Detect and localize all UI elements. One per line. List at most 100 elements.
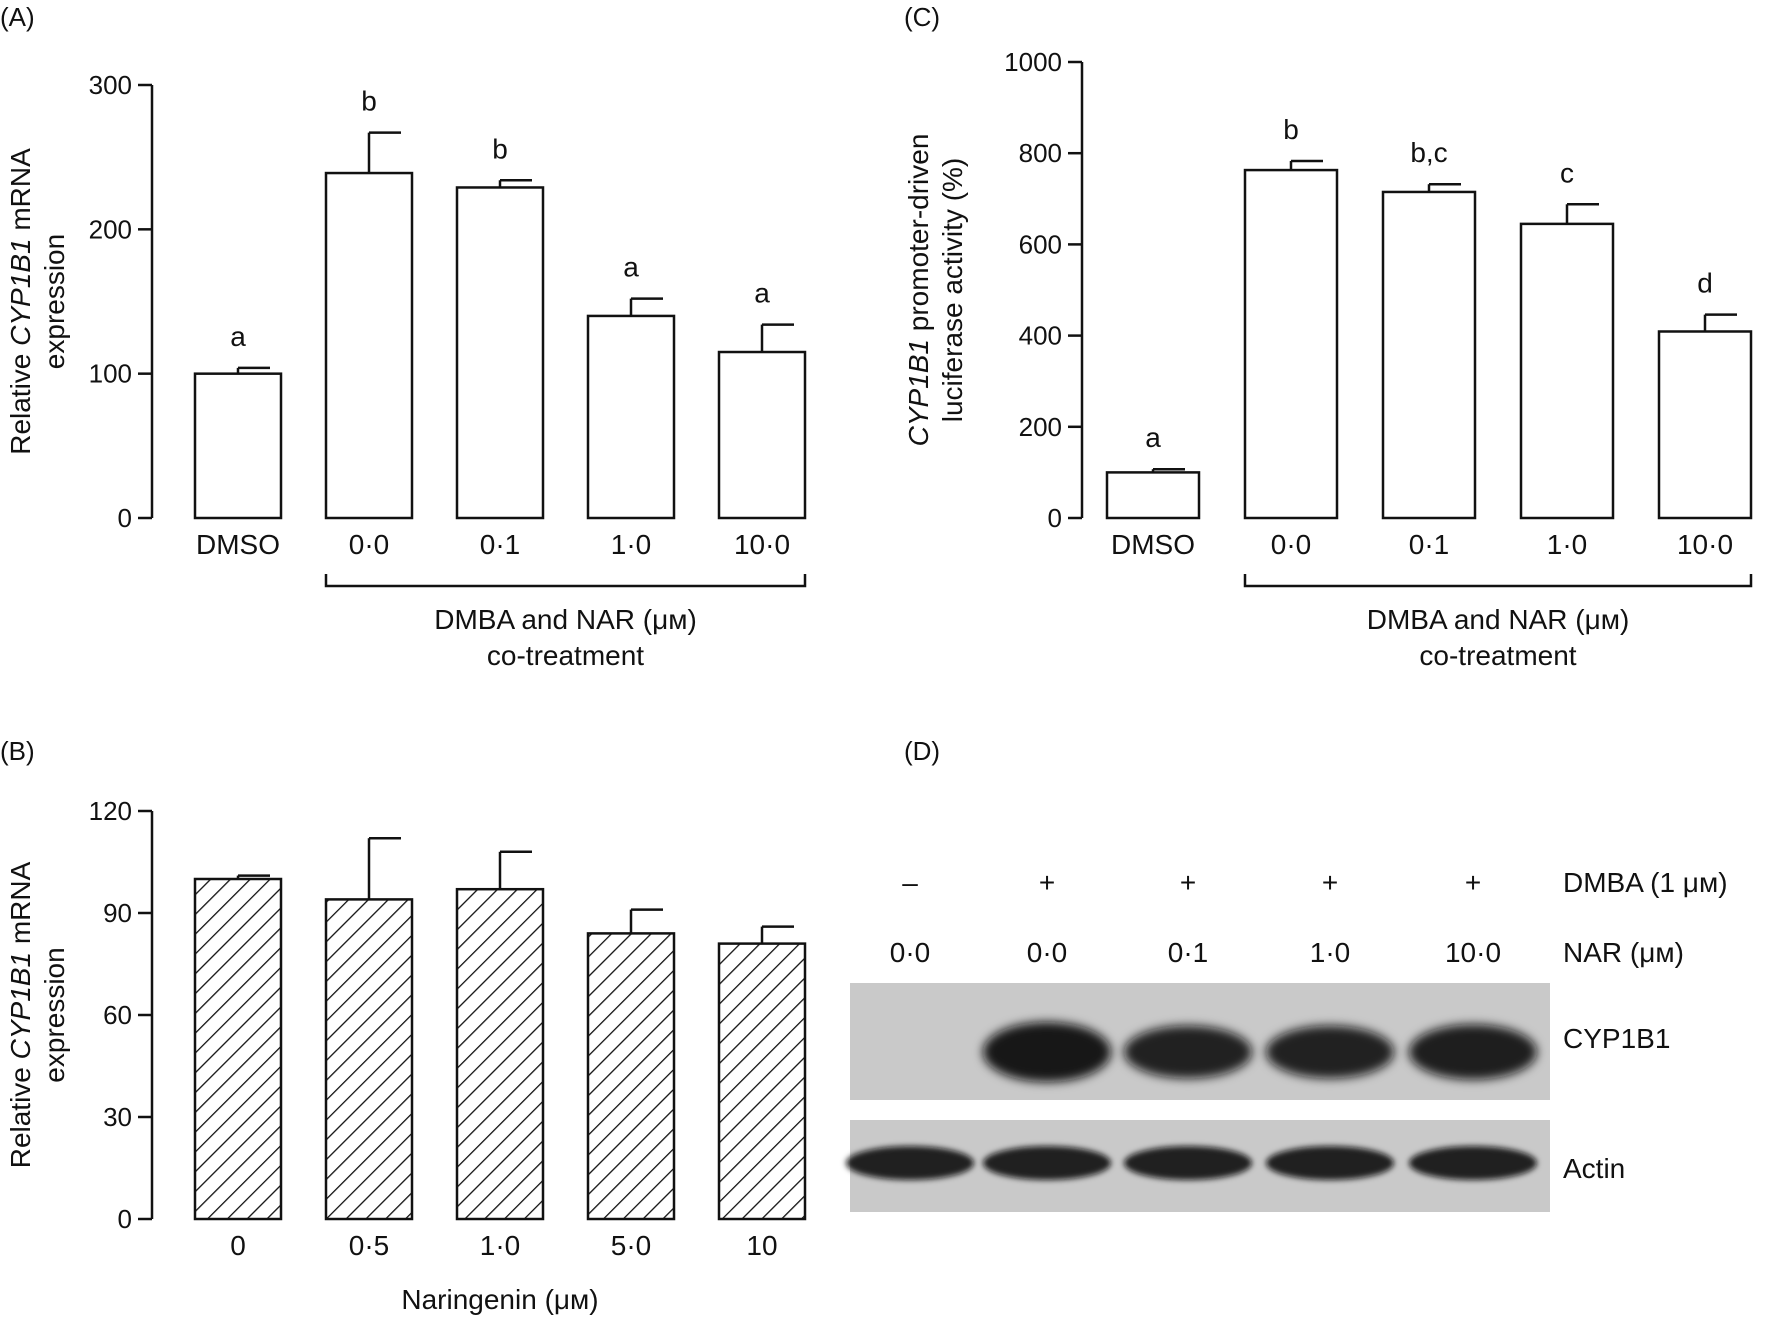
chart-c-luciferase: 0 200 400 600 800 1000 a DMSO b 0·0 b,c 0·1 c 1·0 d 10·… — [903, 47, 1753, 671]
panel-label-c: (C) — [904, 2, 940, 32]
bar — [586, 314, 676, 520]
significance-label: b — [361, 86, 377, 117]
category-label: 0·5 — [349, 1230, 389, 1261]
actin-band — [1409, 1146, 1537, 1180]
cyp1b1-band-label: CYP1B1 — [1563, 1023, 1670, 1054]
y-tick-label: 0 — [1048, 503, 1062, 533]
dmba-sign: + — [1322, 867, 1338, 898]
bar — [1519, 222, 1615, 520]
bar — [1657, 330, 1753, 520]
actin-band — [1124, 1146, 1252, 1180]
significance-label: b — [1283, 114, 1299, 145]
dmba-sign: + — [1180, 867, 1196, 898]
dmba-sign: + — [1465, 867, 1481, 898]
bar — [324, 898, 414, 1221]
category-label: 1·0 — [611, 529, 651, 560]
nar-dose: 1·0 — [1310, 937, 1350, 968]
category-label: 0·0 — [1271, 529, 1311, 560]
chart-a-relative-mrna: 0 100 200 300 a DMSO b 0·0 b 0·1 a 1·0 a 10·0 DMBA and… — [5, 70, 807, 671]
dmba-label: DMBA (1 μм) — [1563, 867, 1728, 898]
category-label: 1·0 — [480, 1230, 520, 1261]
y-tick-label: 600 — [1019, 229, 1062, 259]
significance-label: d — [1697, 268, 1713, 299]
western-blot: DMBA (1 μм) NAR (μм) CYP1B1 Actin – 0·0 +0… — [846, 867, 1728, 1212]
group-bracket — [1243, 574, 1753, 588]
panel-label-b: (B) — [0, 736, 35, 766]
panel-label-d: (D) — [904, 736, 940, 766]
actin-band — [1266, 1146, 1394, 1180]
nar-dose: 0·0 — [890, 937, 930, 968]
chart-b-naringenin-mrna: 0 30 60 90 120 0 0·5 1·0 5·0 10 Naringenin (μм) Rel… — [5, 796, 807, 1315]
bar — [193, 877, 283, 1221]
category-label: 10·0 — [734, 529, 790, 560]
bar — [1243, 168, 1339, 520]
bar — [324, 171, 414, 520]
y-axis-label: CYP1B1 promoter-driven — [903, 134, 934, 447]
actin-band-label: Actin — [1563, 1153, 1625, 1184]
y-tick-label: 90 — [103, 898, 132, 928]
category-label: 0 — [230, 1230, 246, 1261]
panel-label-a: (A) — [0, 2, 35, 32]
y-axis-label: Relative CYP1B1 mRNA — [5, 148, 36, 455]
significance-label: c — [1560, 157, 1574, 188]
actin-band — [983, 1146, 1111, 1180]
y-tick-label: 800 — [1019, 138, 1062, 168]
y-tick-label: 300 — [89, 70, 132, 100]
cyp1b1-band — [983, 1022, 1111, 1082]
significance-label: b,c — [1410, 137, 1447, 168]
y-axis-label-line2: expression — [39, 947, 70, 1082]
bar — [1381, 190, 1477, 520]
cyp1b1-band — [1409, 1024, 1537, 1080]
category-label: DMSO — [1111, 529, 1195, 560]
nar-dose: 10·0 — [1445, 937, 1501, 968]
bar — [1105, 471, 1201, 520]
y-axis-label-line2: expression — [39, 234, 70, 369]
y-axis-label-line2: luciferase activity (%) — [937, 158, 968, 423]
bar — [586, 932, 676, 1221]
group-bracket — [324, 574, 807, 588]
x-axis-label: Naringenin (μм) — [401, 1284, 598, 1315]
category-label: 10·0 — [1677, 529, 1733, 560]
y-axis-label: Relative CYP1B1 mRNA — [5, 861, 36, 1168]
actin-band — [846, 1146, 974, 1180]
y-tick-label: 200 — [1019, 412, 1062, 442]
significance-label: a — [623, 252, 639, 283]
dmba-sign: – — [902, 867, 918, 898]
category-label: 0·0 — [349, 529, 389, 560]
nar-label: NAR (μм) — [1563, 937, 1684, 968]
y-tick-label: 60 — [103, 1000, 132, 1030]
y-tick-label: 1000 — [1004, 47, 1062, 77]
significance-label: a — [1145, 422, 1161, 453]
y-tick-label: 0 — [118, 503, 132, 533]
bar — [455, 887, 545, 1221]
y-tick-label: 100 — [89, 359, 132, 389]
category-label: 5·0 — [611, 1230, 651, 1261]
cyp1b1-band — [1124, 1025, 1252, 1079]
bar — [717, 942, 807, 1221]
category-label: DMSO — [196, 529, 280, 560]
x-axis-label: DMBA and NAR (μм) — [1367, 604, 1630, 635]
y-tick-label: 0 — [118, 1204, 132, 1234]
nar-dose: 0·1 — [1168, 937, 1208, 968]
y-tick-label: 120 — [89, 796, 132, 826]
x-axis-label-line2: co-treatment — [487, 640, 644, 671]
significance-label: a — [754, 278, 770, 309]
nar-dose: 0·0 — [1027, 937, 1067, 968]
dmba-sign: + — [1039, 867, 1055, 898]
significance-label: a — [230, 321, 246, 352]
category-label: 1·0 — [1547, 529, 1587, 560]
significance-label: b — [492, 133, 508, 164]
y-tick-label: 200 — [89, 214, 132, 244]
bar — [717, 350, 807, 520]
y-tick-label: 30 — [103, 1102, 132, 1132]
x-axis-label: DMBA and NAR (μм) — [434, 604, 697, 635]
category-label: 0·1 — [1409, 529, 1449, 560]
y-tick-label: 400 — [1019, 321, 1062, 351]
bar — [455, 186, 545, 520]
category-label: 10 — [746, 1230, 777, 1261]
x-axis-label-line2: co-treatment — [1419, 640, 1576, 671]
category-label: 0·1 — [480, 529, 520, 560]
cyp1b1-band — [1266, 1025, 1394, 1079]
bar — [193, 372, 283, 520]
